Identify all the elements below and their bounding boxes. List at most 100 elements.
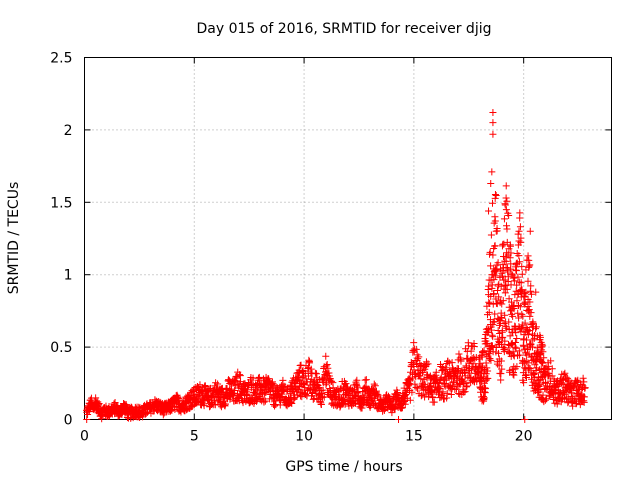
data-point	[412, 345, 420, 353]
data-point	[482, 385, 490, 393]
data-point	[527, 290, 535, 298]
peak-point	[395, 416, 403, 423]
data-point	[515, 314, 523, 322]
data-point	[493, 360, 501, 368]
data-point	[507, 298, 515, 306]
data-point	[397, 400, 405, 408]
data-point	[520, 336, 528, 344]
data-point	[546, 372, 554, 380]
data-point	[488, 199, 496, 207]
data-point	[462, 383, 470, 391]
data-point	[521, 319, 529, 327]
x-tick-label: 0	[80, 429, 89, 445]
data-point	[322, 352, 330, 360]
data-point	[173, 398, 181, 406]
data-point	[487, 231, 495, 239]
data-point	[515, 258, 523, 266]
data-point	[405, 387, 413, 395]
data-point	[580, 397, 588, 405]
data-point	[507, 265, 515, 273]
data-point	[489, 271, 497, 279]
data-point	[199, 389, 207, 397]
data-point	[124, 410, 132, 418]
data-point	[371, 382, 379, 390]
data-point	[490, 318, 498, 326]
data-point	[480, 347, 488, 355]
data-point	[423, 374, 431, 382]
data-point	[320, 393, 328, 401]
data-point	[530, 370, 538, 378]
data-point	[252, 389, 260, 397]
data-point	[463, 363, 471, 371]
data-point	[560, 370, 568, 378]
data-point	[505, 318, 513, 326]
data-point	[535, 366, 543, 374]
x-tick-label: 5	[190, 429, 199, 445]
data-point	[492, 191, 500, 199]
data-point	[487, 276, 495, 284]
data-point	[326, 387, 334, 395]
data-point	[361, 376, 369, 384]
data-point	[581, 384, 589, 392]
data-point	[116, 408, 124, 416]
data-point	[483, 364, 491, 372]
peak-point	[489, 119, 497, 127]
data-point	[236, 372, 244, 380]
data-point	[417, 392, 425, 400]
y-tick-label: 1.5	[50, 195, 72, 211]
data-point	[470, 342, 478, 350]
data-point	[353, 388, 361, 396]
data-point	[561, 369, 569, 377]
data-point	[300, 379, 308, 387]
data-point	[436, 384, 444, 392]
data-point	[342, 380, 350, 388]
data-point	[559, 381, 567, 389]
data-point	[511, 326, 519, 334]
data-point	[405, 380, 413, 388]
data-point	[438, 391, 446, 399]
data-point	[155, 402, 163, 410]
data-point	[208, 392, 216, 400]
data-point	[488, 331, 496, 339]
data-point	[511, 339, 519, 347]
peak-point	[485, 207, 493, 215]
data-point	[510, 371, 518, 379]
y-tick-label: 1	[64, 268, 73, 284]
peak-point	[524, 252, 532, 260]
data-point	[555, 389, 563, 397]
data-point	[506, 307, 514, 315]
data-point	[550, 387, 558, 395]
data-point	[297, 361, 305, 369]
data-point	[426, 383, 434, 391]
data-point	[509, 312, 517, 320]
data-point	[487, 356, 495, 364]
data-point	[539, 342, 547, 350]
data-point	[221, 391, 229, 399]
y-tick-label: 0.5	[50, 340, 72, 356]
data-point	[508, 339, 516, 347]
data-point	[482, 376, 490, 384]
data-point	[206, 402, 214, 410]
data-point	[502, 182, 510, 190]
data-point	[488, 281, 496, 289]
data-point	[455, 365, 463, 373]
data-point	[87, 400, 95, 408]
data-point	[524, 277, 532, 285]
data-point	[102, 408, 110, 416]
data-point	[532, 325, 540, 333]
data-point	[493, 286, 501, 294]
data-point	[533, 377, 541, 385]
data-point	[471, 365, 479, 373]
data-point	[200, 402, 208, 410]
data-point	[107, 407, 115, 415]
data-point	[525, 364, 533, 372]
data-point	[445, 372, 453, 380]
data-point	[277, 382, 285, 390]
data-point	[572, 387, 580, 395]
data-point	[214, 380, 222, 388]
data-point	[502, 206, 510, 214]
data-point	[443, 389, 451, 397]
data-point	[205, 386, 213, 394]
data-point	[502, 257, 510, 265]
plot-frame	[84, 57, 612, 420]
